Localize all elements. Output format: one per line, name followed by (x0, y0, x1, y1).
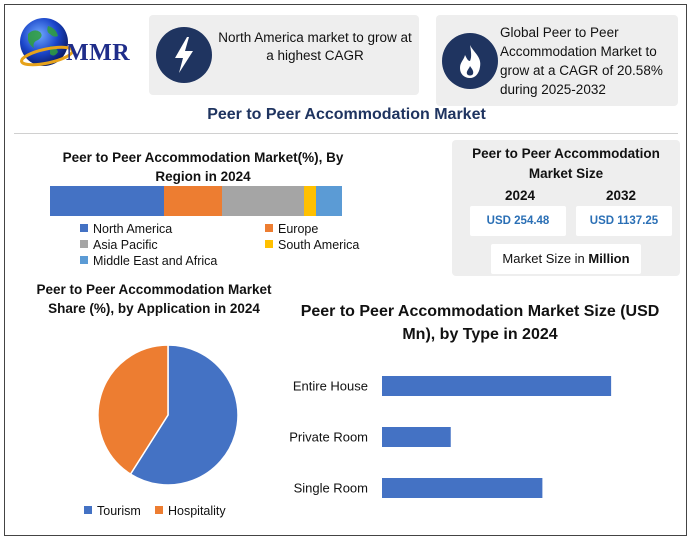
bar-segment-asia-pacific (222, 186, 305, 216)
pie-slice-hospitality (97, 344, 169, 476)
type-bar-chart: Entire House Private Room Single Room (289, 376, 612, 498)
lightning-icon (156, 27, 212, 83)
logo-text: MMR (66, 40, 131, 66)
legend-swatch (80, 224, 88, 232)
bar-segment-middle-east-and-africa (315, 186, 342, 216)
legend-label: South America (278, 238, 360, 252)
legend-swatch (80, 240, 88, 248)
legend-item-hospitality: Hospitality (155, 503, 226, 519)
bar-private-room (382, 427, 451, 447)
card-text: Global Peer to Peer Accommodation Market… (500, 25, 663, 97)
bar-segment-north-america (50, 186, 164, 216)
category-label-entire-house: Entire House (293, 379, 368, 394)
bar-segment-europe (163, 186, 223, 216)
bar-segment-south-america (304, 186, 316, 216)
legend-swatch (155, 506, 163, 514)
globe-icon (20, 18, 74, 67)
legend-swatch (265, 224, 273, 232)
highlight-card-cagr-global: Global Peer to Peer Accommodation Market… (436, 15, 678, 106)
category-label-single-room: Single Room (294, 481, 368, 496)
legend-item-south-america: South America (265, 237, 359, 253)
category-label-private-room: Private Room (289, 430, 368, 445)
market-size-title: Peer to Peer Accommodation Market Size (472, 146, 660, 181)
application-pie-chart (97, 344, 239, 486)
legend-label: North America (93, 222, 173, 236)
legend-item-asia-pacific: Asia Pacific (80, 237, 158, 253)
legend-item-europe: Europe (265, 221, 318, 237)
legend-label: Tourism (97, 504, 141, 518)
region-chart-title: Peer to Peer Accommodation Market(%), By… (62, 150, 344, 184)
main-title: Peer to Peer Accommodation Market (207, 106, 486, 123)
legend-swatch (265, 240, 273, 248)
bar-entire-house (382, 376, 612, 396)
application-chart-title: Peer to Peer Accommodation Market Share … (36, 282, 272, 316)
market-size-unit: Market Size in Million (491, 244, 641, 274)
legend-swatch (84, 506, 92, 514)
card-text: North America market to grow at a highes… (218, 30, 412, 63)
legend-item-tourism: Tourism (84, 503, 141, 519)
bar-single-room (382, 478, 543, 498)
unit-value: Million (588, 251, 630, 266)
type-chart-title: Peer to Peer Accommodation Market Size (… (300, 303, 660, 343)
legend-item-middle-east-africa: Middle East and Africa (80, 253, 217, 269)
highlight-card-cagr-region: North America market to grow at a highes… (149, 15, 419, 95)
market-value-2024: USD 254.48 (470, 206, 566, 236)
flame-icon (442, 33, 498, 89)
legend-swatch (80, 256, 88, 264)
year-2024: 2024 (505, 188, 536, 203)
year-2032: 2032 (606, 188, 637, 203)
unit-prefix: Market Size in (502, 251, 589, 266)
divider (14, 133, 678, 134)
market-value-2032: USD 1137.25 (576, 206, 672, 236)
legend-label: Asia Pacific (93, 238, 158, 252)
mmr-logo (14, 12, 142, 74)
legend-label: Middle East and Africa (93, 254, 218, 268)
legend-label: Hospitality (168, 504, 226, 518)
infographic-frame (4, 4, 687, 536)
legend-label: Europe (278, 222, 319, 236)
market-size-card: Peer to Peer Accommodation Market Size 2… (452, 140, 680, 276)
pie-slice-tourism (129, 344, 239, 486)
region-stacked-bar (50, 186, 342, 216)
legend-item-north-america: North America (80, 221, 172, 237)
